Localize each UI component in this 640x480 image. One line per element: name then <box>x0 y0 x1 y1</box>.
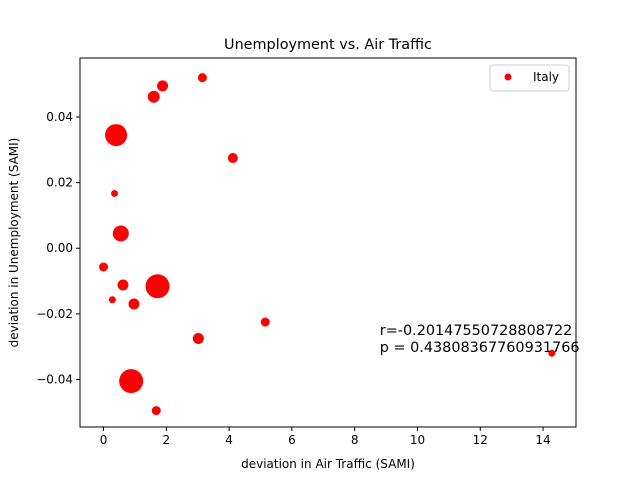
plot-frame <box>79 57 577 428</box>
x-tick-label: 4 <box>225 433 233 447</box>
data-point-10 <box>108 296 116 304</box>
annotations: r=-0.20147550728808722 p = 0.43808367760… <box>380 323 580 356</box>
data-point-4 <box>227 153 238 164</box>
data-point-5 <box>111 189 119 197</box>
data-points <box>99 73 556 416</box>
x-tick-label: 12 <box>473 433 488 447</box>
chart-title: Unemployment vs. Air Traffic <box>224 37 432 53</box>
x-axis-label: deviation in Air Traffic (SAMI) <box>241 457 415 471</box>
annotation-r: r=-0.20147550728808722 <box>380 323 573 339</box>
data-point-11 <box>128 298 140 310</box>
y-axis-ticks: −0.04 −0.02 0.00 0.02 0.04 <box>36 110 80 386</box>
y-tick-label: −0.04 <box>36 372 73 386</box>
data-point-0 <box>197 73 207 83</box>
data-point-13 <box>192 332 204 344</box>
data-point-1 <box>157 80 169 92</box>
data-point-12 <box>260 317 270 327</box>
x-tick-label: 10 <box>410 433 425 447</box>
legend: Italy <box>489 64 570 92</box>
data-point-2 <box>147 90 160 103</box>
x-tick-label: 2 <box>163 433 171 447</box>
data-point-6 <box>112 225 129 242</box>
data-point-8 <box>117 279 129 291</box>
annotation-p: p = 0.43808367760931766 <box>380 340 580 356</box>
y-tick-label: 0.02 <box>46 176 73 190</box>
legend-marker <box>504 73 512 81</box>
x-axis-ticks: 0 2 4 6 8 10 12 14 <box>100 427 551 447</box>
x-tick-label: 8 <box>351 433 359 447</box>
x-tick-label: 6 <box>288 433 296 447</box>
legend-box <box>489 64 570 92</box>
legend-label-italy: Italy <box>533 70 559 84</box>
y-tick-label: −0.02 <box>36 307 73 321</box>
y-axis-label: deviation in Unemployment (SAMI) <box>7 138 21 348</box>
data-point-16 <box>151 406 161 416</box>
data-point-9 <box>145 274 170 299</box>
data-point-7 <box>99 262 109 272</box>
x-tick-label: 0 <box>100 433 108 447</box>
x-tick-label: 14 <box>535 433 550 447</box>
y-tick-label: 0.04 <box>46 110 73 124</box>
data-point-14 <box>548 349 556 357</box>
y-tick-label: 0.00 <box>46 241 73 255</box>
data-point-3 <box>105 124 128 147</box>
data-point-15 <box>119 369 144 394</box>
